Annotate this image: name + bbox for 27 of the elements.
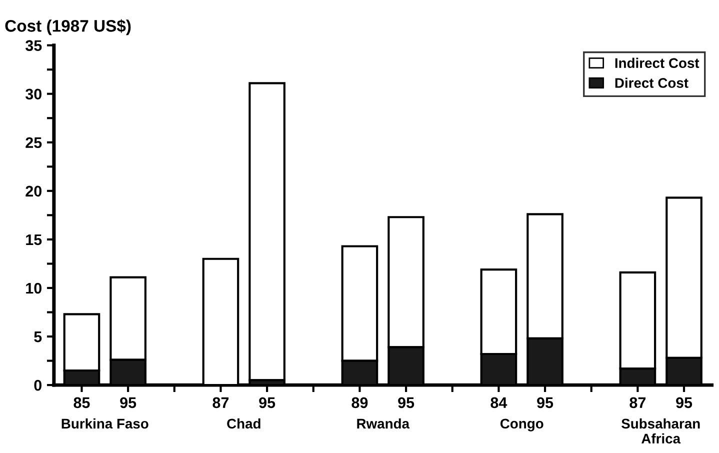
y-tick-label: 20: [26, 186, 42, 197]
y-axis-title: Cost (1987 US$): [5, 19, 131, 36]
x-tick-label: 95: [676, 397, 692, 408]
x-tick-label: 95: [120, 397, 136, 408]
text: Burkina Faso: [62, 418, 148, 429]
legend-label: Direct Cost: [615, 78, 688, 88]
x-tick-label: 95: [398, 397, 414, 408]
x-tick-label: 85: [74, 397, 90, 408]
y-tick-label: 10: [26, 282, 42, 294]
y-tick-label: 30: [25, 88, 42, 100]
y-tick-label: 25: [26, 137, 42, 148]
x-tick-label: 87: [630, 397, 646, 408]
text: Subsaharan Africa: [622, 418, 700, 444]
y-tick-label: 0: [34, 380, 42, 391]
x-tick-label: 89: [352, 397, 368, 408]
bar: [248, 82, 286, 382]
y-tick-label: 15: [26, 234, 42, 246]
text: Chad: [227, 418, 260, 429]
x-tick-label: 95: [537, 397, 554, 408]
y-tick-label: 5: [34, 332, 42, 342]
x-tick-label: 84: [490, 397, 508, 408]
x-tick-label: 95: [259, 397, 276, 408]
x-tick-label: 87: [212, 397, 229, 408]
text: Congo: [500, 418, 544, 432]
y-tick-label: 35: [25, 40, 42, 52]
text: Rwanda: [357, 418, 410, 429]
legend-label: Indirect Cost: [615, 58, 700, 68]
